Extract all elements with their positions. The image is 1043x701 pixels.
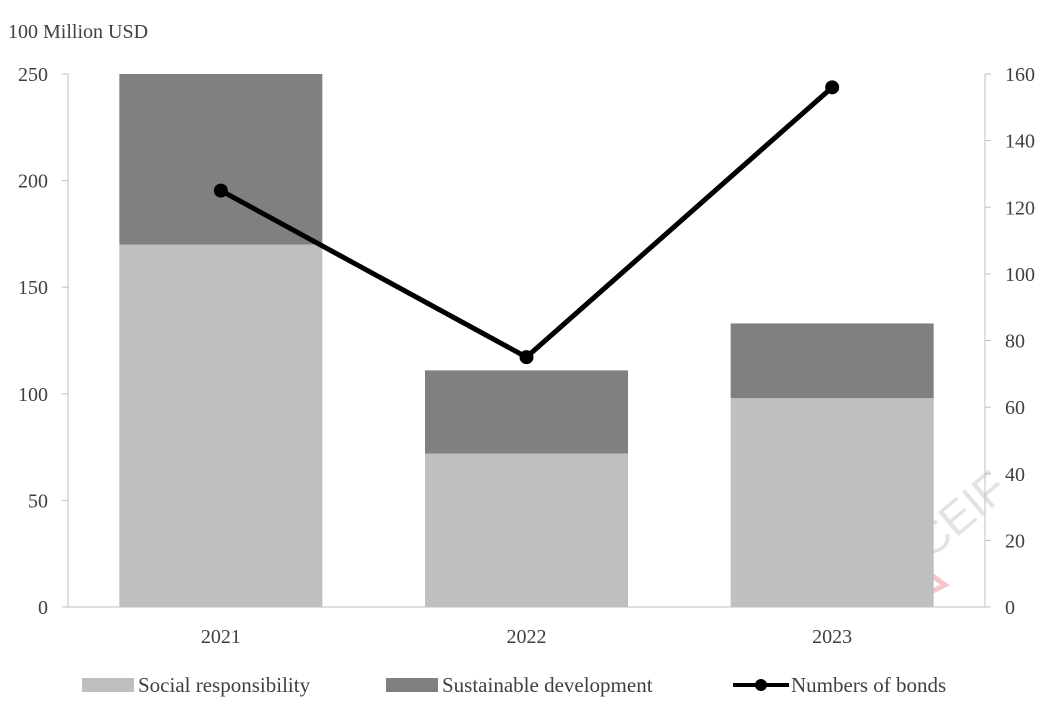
y-right-tick-label: 100	[1005, 264, 1035, 286]
y-left-tick-label: 150	[18, 277, 48, 299]
point-numbers-of-bonds-2023	[825, 80, 840, 95]
x-tick-label: 2021	[201, 626, 241, 648]
legend-numbers-of-bonds-label: Numbers of bonds	[791, 673, 946, 697]
legend-sustainable-development-swatch	[386, 678, 438, 692]
bar-sustainable-development-2023	[730, 323, 934, 399]
x-tick-label: 2022	[507, 626, 547, 648]
y-right-tick-label: 120	[1005, 197, 1035, 219]
y-left-tick-label: 100	[18, 384, 48, 406]
y-axis-unit-label: 100 Million USD	[8, 21, 148, 43]
legend: Social responsibility Sustainable develop…	[82, 673, 946, 697]
legend-social-responsibility-label: Social responsibility	[138, 673, 311, 697]
y-left-tick-label: 250	[18, 64, 48, 86]
legend-social-responsibility: Social responsibility	[82, 673, 311, 697]
bar-sustainable-development-2022	[425, 370, 628, 454]
y-right-tick-label: 0	[1005, 597, 1015, 619]
y-right-tick-label: 160	[1005, 64, 1035, 86]
legend-numbers-of-bonds-marker	[755, 679, 767, 691]
y-right-tick-label: 80	[1005, 331, 1025, 353]
legend-sustainable-development: Sustainable development	[386, 673, 653, 697]
bar-social-responsibility-2023	[730, 398, 934, 607]
y-right-tick-label: 60	[1005, 397, 1025, 419]
y-left-tick-label: 0	[38, 597, 48, 619]
y-right-tick-label: 20	[1005, 530, 1025, 552]
bar-sustainable-development-2021	[119, 74, 323, 245]
plot-area	[119, 74, 934, 607]
axes: 0 50 100 150 200 250 0 20 40 60 80 100 120 140 160 2021…	[18, 64, 1035, 648]
bar-social-responsibility-2021	[119, 244, 323, 607]
y-left-tick-label: 200	[18, 171, 48, 193]
y-right-tick-label: 140	[1005, 131, 1035, 153]
y-right-tick-label: 40	[1005, 464, 1025, 486]
legend-social-responsibility-swatch	[82, 678, 134, 692]
point-numbers-of-bonds-2021	[213, 183, 228, 198]
bar-social-responsibility-2022	[425, 453, 628, 607]
y-left-tick-label: 50	[28, 490, 48, 512]
legend-numbers-of-bonds: Numbers of bonds	[733, 673, 946, 697]
point-numbers-of-bonds-2022	[519, 350, 534, 365]
x-tick-label: 2023	[812, 626, 852, 648]
legend-sustainable-development-label: Sustainable development	[442, 673, 653, 697]
